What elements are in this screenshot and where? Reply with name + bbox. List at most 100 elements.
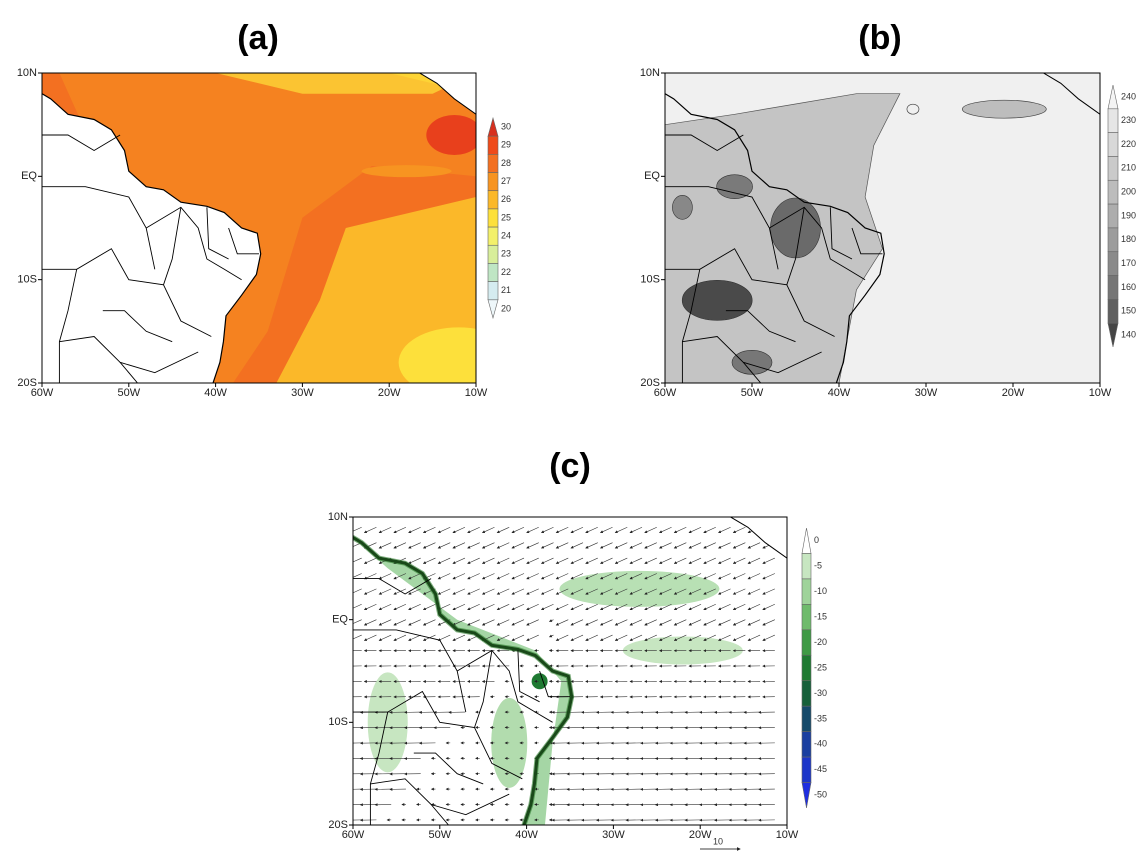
panel-label: (b) <box>858 19 901 57</box>
olr-contour <box>672 195 692 219</box>
colorbar-label: 210 <box>1121 163 1136 173</box>
lat-label: EQ <box>21 170 37 182</box>
map <box>33 68 518 398</box>
colorbar-cap <box>488 300 498 318</box>
colorbar-segment <box>488 245 498 263</box>
panel-label: (c) <box>549 447 591 485</box>
colorbar-label: 240 <box>1121 91 1136 101</box>
wind-field <box>353 517 787 825</box>
colorbar-segment <box>488 173 498 191</box>
colorbar-cap <box>488 118 498 136</box>
colorbar-label: -30 <box>814 688 827 698</box>
lon-label: 40W <box>515 829 538 841</box>
map <box>344 512 787 835</box>
sst-band <box>362 165 452 177</box>
colorbar-label: -20 <box>814 637 827 647</box>
colorbar-cap <box>1108 85 1118 109</box>
colorbar-label: 27 <box>501 176 511 186</box>
colorbar-label: 140 <box>1121 329 1136 339</box>
lat-label: 10S <box>328 716 348 728</box>
colorbar-segment <box>1108 276 1118 300</box>
colorbar-segment <box>488 154 498 172</box>
colorbar-cap <box>802 528 811 553</box>
colorbar-label: 26 <box>501 194 511 204</box>
colorbar-segment <box>488 191 498 209</box>
lat-label: 10S <box>17 274 37 286</box>
colorbar-segment <box>802 655 811 680</box>
colorbar-segment <box>802 604 811 629</box>
colorbar-label: -40 <box>814 739 827 749</box>
lon-label: 60W <box>342 829 365 841</box>
lon-label: 20W <box>378 387 401 399</box>
colorbar-label: 170 <box>1121 258 1136 268</box>
colorbar-segment <box>802 553 811 578</box>
colorbar-label: 30 <box>501 121 511 131</box>
colorbar-label: 160 <box>1121 282 1136 292</box>
colorbar-label: 20 <box>501 303 511 313</box>
colorbar-segment <box>488 136 498 154</box>
colorbar-segment <box>1108 133 1118 157</box>
olr-contour <box>732 350 772 374</box>
div-patch <box>368 672 408 772</box>
lon-label: 40W <box>828 387 851 399</box>
sst-max <box>426 115 482 155</box>
colorbar-label: 25 <box>501 212 511 222</box>
colorbar-segment <box>802 706 811 731</box>
colorbar-label: -10 <box>814 586 827 596</box>
colorbar-label: -45 <box>814 764 827 774</box>
colorbar-cap <box>1108 323 1118 347</box>
olr-contour <box>682 280 752 320</box>
lon-label: 50W <box>741 387 764 399</box>
colorbar-segment <box>488 263 498 281</box>
lat-label: 10N <box>640 67 660 79</box>
lon-label: 20W <box>689 829 712 841</box>
panel-label: (a) <box>237 19 279 57</box>
colorbar-label: 29 <box>501 140 511 150</box>
colorbar-segment <box>488 209 498 227</box>
lon-label: 10W <box>776 829 799 841</box>
lon-label: 60W <box>654 387 677 399</box>
lat-label: EQ <box>644 170 660 182</box>
colorbar-segment <box>1108 299 1118 323</box>
lon-label: 30W <box>915 387 938 399</box>
colorbar-label: 22 <box>501 267 511 277</box>
lon-label: 50W <box>117 387 140 399</box>
colorbar-label: -15 <box>814 611 827 621</box>
colorbar-label: 150 <box>1121 306 1136 316</box>
colorbar-segment <box>488 227 498 245</box>
lon-label: 60W <box>31 387 54 399</box>
lat-label: EQ <box>332 614 348 626</box>
colorbar-segment <box>802 757 811 782</box>
lat-label: 10S <box>640 274 660 286</box>
colorbar-segment <box>802 579 811 604</box>
colorbar-label: 190 <box>1121 210 1136 220</box>
colorbar-segment <box>1108 180 1118 204</box>
colorbar-label: -25 <box>814 662 827 672</box>
olr-contour <box>717 175 753 199</box>
colorbar-segment <box>1108 228 1118 252</box>
colorbar-label: -50 <box>814 790 827 800</box>
colorbar-cap <box>802 783 811 808</box>
colorbar-label: 180 <box>1121 234 1136 244</box>
colorbar-label: 28 <box>501 158 511 168</box>
colorbar-segment <box>1108 109 1118 133</box>
lon-label: 30W <box>291 387 314 399</box>
lon-label: 40W <box>204 387 227 399</box>
colorbar-segment <box>1108 252 1118 276</box>
colorbar-label: 23 <box>501 249 511 259</box>
sst-cool-se <box>399 327 519 397</box>
lon-label: 20W <box>1002 387 1025 399</box>
colorbar-label: 21 <box>501 285 511 295</box>
colorbar-segment <box>1108 156 1118 180</box>
olr-itcz <box>962 100 1046 118</box>
map <box>656 68 1100 394</box>
colorbar-segment <box>802 732 811 757</box>
colorbar-label: 230 <box>1121 115 1136 125</box>
lon-label: 10W <box>1089 387 1112 399</box>
colorbar-label: 220 <box>1121 139 1136 149</box>
colorbar-segment <box>802 630 811 655</box>
lat-label: 10N <box>328 511 348 523</box>
lon-label: 50W <box>428 829 451 841</box>
colorbar-segment <box>488 282 498 300</box>
